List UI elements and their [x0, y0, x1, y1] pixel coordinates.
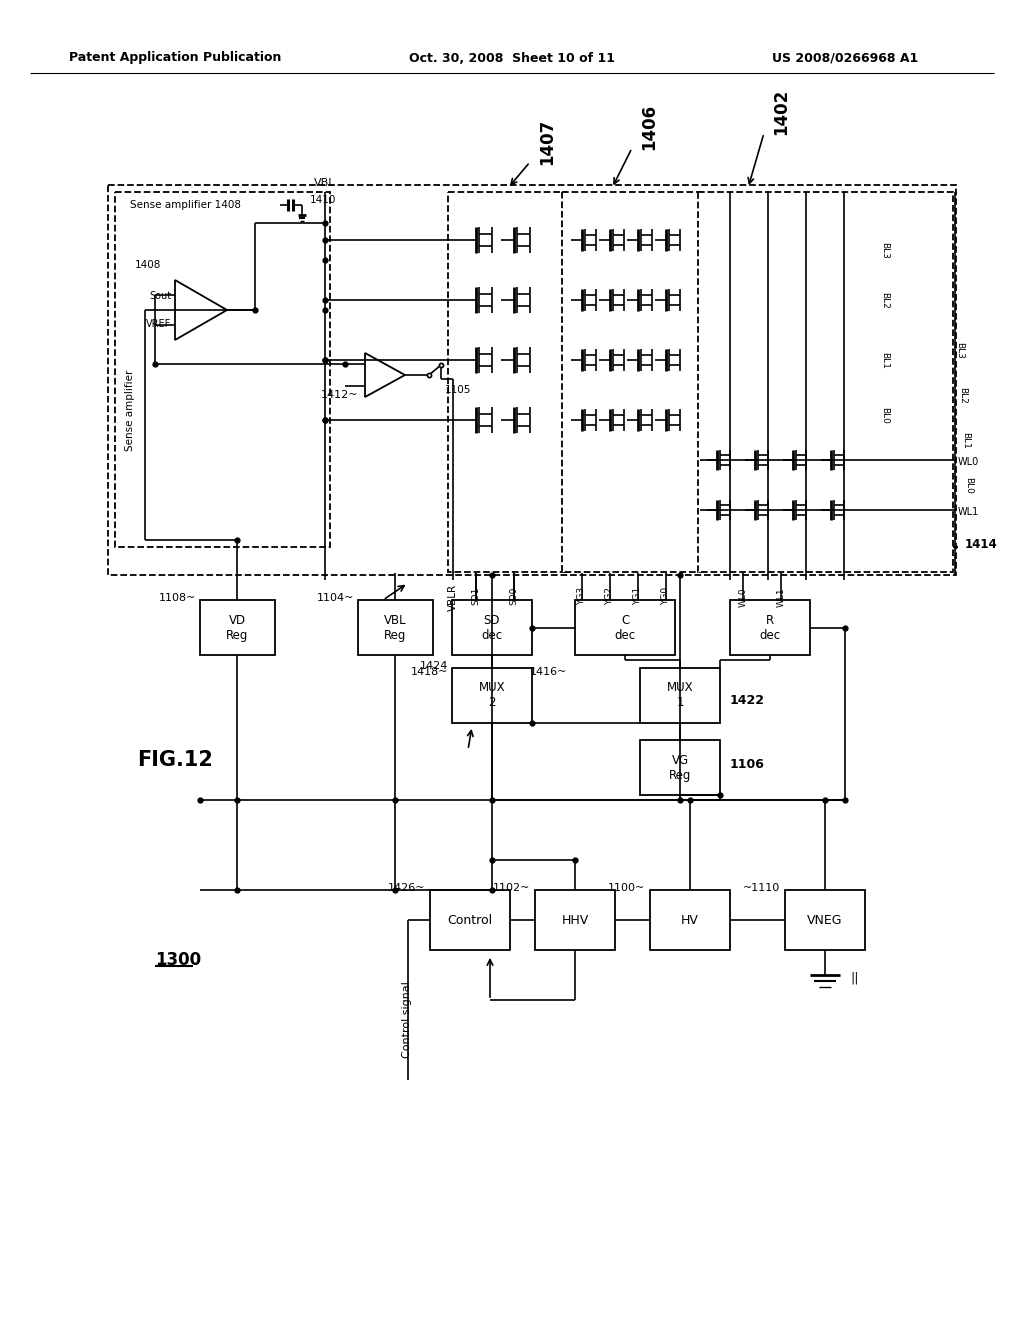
Text: Patent Application Publication: Patent Application Publication [69, 51, 282, 65]
Text: MUX
2: MUX 2 [478, 681, 505, 709]
Bar [562, 191, 702, 572]
Text: MUX
1: MUX 1 [667, 681, 693, 709]
Text: Oct. 30, 2008  Sheet 10 of 11: Oct. 30, 2008 Sheet 10 of 11 [409, 51, 615, 65]
Bar [535, 890, 615, 950]
Bar [640, 668, 720, 723]
Text: BL0: BL0 [880, 407, 889, 424]
Text: 1412~: 1412~ [321, 389, 358, 400]
Text: 1100~: 1100~ [608, 883, 645, 894]
Text: YG1: YG1 [634, 587, 642, 605]
Text: 1416~: 1416~ [529, 667, 567, 677]
Text: BL3: BL3 [955, 342, 964, 359]
Text: ||: || [851, 972, 859, 985]
Text: 1408: 1408 [135, 260, 162, 271]
Text: 1105: 1105 [445, 385, 471, 395]
Text: 1410: 1410 [310, 195, 336, 205]
Text: VD
Reg: VD Reg [226, 614, 248, 642]
Bar [650, 890, 730, 950]
Text: SD
dec: SD dec [481, 614, 503, 642]
Bar [200, 601, 275, 655]
Text: 1418~: 1418~ [411, 667, 449, 677]
Text: Sout: Sout [148, 290, 171, 301]
Bar [430, 890, 510, 950]
Text: VNEG: VNEG [807, 913, 843, 927]
Text: VREF: VREF [145, 319, 171, 329]
Bar [575, 601, 675, 655]
Text: YG3: YG3 [578, 587, 587, 605]
Text: VBL
Reg: VBL Reg [384, 614, 407, 642]
Text: WL0: WL0 [958, 457, 979, 467]
Text: BL2: BL2 [880, 292, 889, 309]
Bar [108, 185, 956, 576]
Bar [452, 668, 532, 723]
Text: 1402: 1402 [772, 88, 790, 135]
Bar [452, 601, 532, 655]
Bar [115, 191, 330, 546]
Text: WL1: WL1 [958, 507, 979, 517]
Text: FIG.12: FIG.12 [137, 750, 213, 770]
Text: WL0: WL0 [738, 587, 748, 607]
Text: HHV: HHV [561, 913, 589, 927]
Text: YG2: YG2 [605, 587, 614, 605]
Text: 1424: 1424 [420, 661, 449, 671]
Text: Control signal: Control signal [402, 982, 412, 1059]
Text: 1414: 1414 [965, 539, 997, 552]
Bar [358, 601, 433, 655]
Bar [640, 741, 720, 795]
Text: 1106: 1106 [730, 759, 765, 771]
Bar [785, 890, 865, 950]
Text: BL1: BL1 [880, 351, 889, 368]
Text: 1300: 1300 [155, 950, 201, 969]
Text: BL2: BL2 [958, 387, 967, 404]
Text: SD0: SD0 [510, 587, 518, 606]
Text: HV: HV [681, 913, 699, 927]
Bar [698, 191, 953, 572]
Text: Control: Control [447, 913, 493, 927]
Text: ~1110: ~1110 [742, 883, 780, 894]
Bar [449, 191, 566, 572]
Text: 1406: 1406 [640, 104, 658, 150]
Text: US 2008/0266968 A1: US 2008/0266968 A1 [772, 51, 919, 65]
Text: SD1: SD1 [471, 587, 480, 606]
Text: 1102~: 1102~ [493, 883, 530, 894]
Text: BL1: BL1 [961, 432, 970, 449]
Text: VBLR: VBLR [449, 583, 458, 611]
Text: VG
Reg: VG Reg [669, 754, 691, 781]
Text: Sense amplifier: Sense amplifier [125, 370, 135, 451]
Text: 1104~: 1104~ [316, 593, 354, 603]
Text: BL0: BL0 [964, 477, 973, 494]
Text: 1422: 1422 [730, 693, 765, 706]
Text: 1407: 1407 [538, 119, 556, 165]
Text: C
dec: C dec [614, 614, 636, 642]
Text: 1426~: 1426~ [387, 883, 425, 894]
Text: Sense amplifier 1408: Sense amplifier 1408 [129, 201, 241, 210]
Text: BL3: BL3 [880, 242, 889, 259]
Text: WL1: WL1 [776, 587, 785, 607]
Text: YG0: YG0 [662, 587, 671, 605]
Text: VBL: VBL [314, 178, 336, 187]
Bar [730, 601, 810, 655]
Text: R
dec: R dec [760, 614, 780, 642]
Text: 1108~: 1108~ [159, 593, 196, 603]
